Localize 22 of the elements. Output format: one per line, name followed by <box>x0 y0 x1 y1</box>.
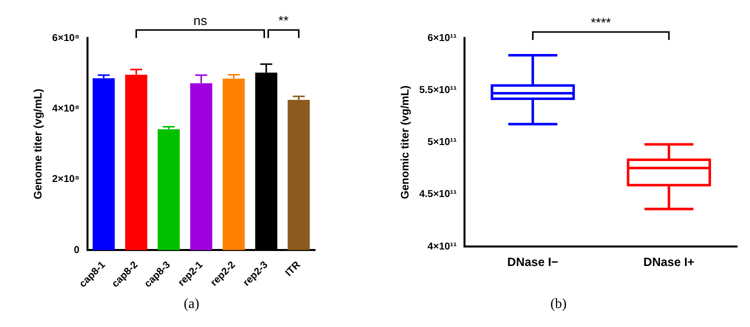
y-tick-label: 5.5×10¹¹ <box>419 84 458 96</box>
text: (b) <box>550 297 567 313</box>
y-tick-label: 6×10⁸ <box>52 32 80 44</box>
text: ns <box>193 13 208 28</box>
y-axis-title: Genomic titer (vg/mL) <box>400 85 412 200</box>
y-tick-label: 4.5×10¹¹ <box>419 189 458 200</box>
y-tick-label: 4×10¹¹ <box>428 241 458 252</box>
bar <box>288 100 310 250</box>
bar <box>92 78 115 250</box>
x-tick-label: DNase I− <box>507 255 558 270</box>
y-tick-label: 5×10¹¹ <box>428 137 458 148</box>
bar <box>158 129 180 250</box>
text: (a) <box>184 297 200 313</box>
y-tick-label: 6×10¹¹ <box>428 32 458 44</box>
x-tick-label: ITR <box>284 259 304 279</box>
y-tick-label: 4×10⁸ <box>52 103 80 114</box>
text: ** <box>278 13 289 28</box>
y-tick-label: 0 <box>74 244 80 256</box>
y-tick-label: 2×10⁸ <box>52 174 80 186</box>
text: **** <box>590 15 611 30</box>
y-axis-title: Genome titer (vg/mL) <box>32 88 45 200</box>
x-tick-label: DNase I+ <box>643 255 694 270</box>
